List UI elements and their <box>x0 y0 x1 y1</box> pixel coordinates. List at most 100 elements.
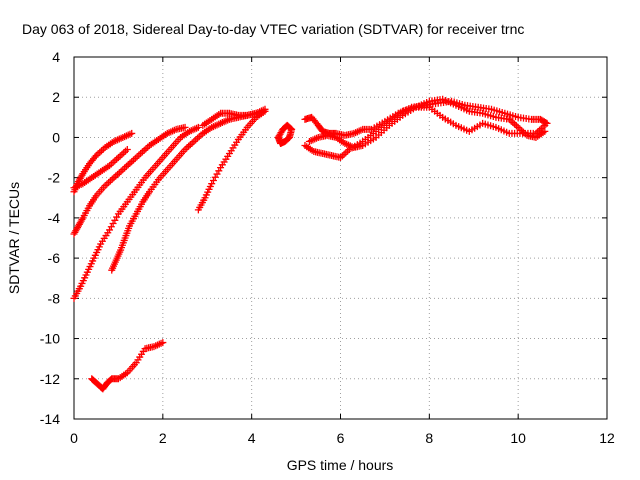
chart-title: Day 063 of 2018, Sidereal Day-to-day VTE… <box>22 21 524 37</box>
data-point <box>91 153 99 161</box>
data-point <box>541 121 549 129</box>
data-point <box>98 147 106 155</box>
data-point <box>123 146 131 154</box>
data-point <box>109 158 117 166</box>
data-point <box>195 133 203 141</box>
x-tick-label: 2 <box>159 430 167 446</box>
data-point <box>114 154 122 162</box>
x-tick-label: 4 <box>248 430 256 446</box>
data-point <box>119 166 127 174</box>
data-point <box>110 174 118 182</box>
data-point <box>115 169 123 177</box>
data-point <box>211 173 219 181</box>
data-point <box>94 150 102 158</box>
data-point <box>185 142 193 150</box>
data-point <box>128 129 136 137</box>
data-point <box>213 170 221 178</box>
data-point <box>261 105 269 113</box>
data-point <box>338 152 346 160</box>
data-point <box>108 175 116 183</box>
data-point <box>512 122 520 130</box>
y-axis-tick-labels: 4 2 0 -2 -4 -6 -8 -10 -12 -14 <box>40 49 60 427</box>
data-point <box>137 150 145 158</box>
data-point <box>142 145 150 153</box>
data-point <box>111 157 119 165</box>
data-point <box>122 162 130 170</box>
data-point <box>126 159 134 167</box>
data-point <box>78 171 86 179</box>
data-point <box>274 133 282 141</box>
y-tick-label: 4 <box>52 49 60 65</box>
data-point <box>193 134 201 142</box>
x-axis-tick-labels: 0 2 4 6 8 10 12 <box>70 430 615 446</box>
series-arc-2 <box>70 146 131 192</box>
data-point <box>122 147 130 155</box>
data-point <box>215 167 223 175</box>
y-tick-label: 2 <box>52 89 60 105</box>
data-point <box>181 123 189 131</box>
data-point <box>128 158 136 166</box>
data-point <box>188 139 196 147</box>
series-arc-12 <box>305 95 549 151</box>
data-point <box>124 161 132 169</box>
axis-ticks <box>73 56 608 420</box>
data-point <box>116 152 124 160</box>
data-point <box>120 149 128 157</box>
y-tick-label: -8 <box>48 290 61 306</box>
data-point <box>118 150 126 158</box>
series-arc-10 <box>301 97 551 139</box>
y-tick-label: -12 <box>40 371 60 387</box>
series-arc-7 <box>199 105 269 129</box>
data-point <box>109 220 117 228</box>
data-point <box>113 213 121 221</box>
series-arc-6 <box>194 107 269 214</box>
data-point <box>131 154 139 162</box>
data-point <box>159 339 167 347</box>
y-tick-label: 0 <box>52 129 60 145</box>
series-arc-9 <box>274 121 296 147</box>
series-arc-3 <box>70 123 189 238</box>
data-point <box>112 172 120 180</box>
data-point <box>113 155 121 163</box>
y-tick-label: -14 <box>40 411 60 427</box>
series-arc-4 <box>70 123 202 302</box>
data-point <box>514 123 522 131</box>
data-point <box>107 223 115 231</box>
data-point <box>106 177 114 185</box>
data-point <box>183 144 191 152</box>
data-point <box>186 141 194 149</box>
data-point <box>105 178 113 186</box>
y-tick-label: -2 <box>48 170 61 186</box>
data-point <box>509 119 517 127</box>
data-point <box>135 151 143 159</box>
x-tick-label: 0 <box>70 430 78 446</box>
series-arc-8 <box>88 339 167 393</box>
y-tick-label: -10 <box>40 331 60 347</box>
y-tick-label: -4 <box>48 210 61 226</box>
data-point <box>117 167 125 175</box>
data-point <box>337 154 344 162</box>
data-point <box>209 176 217 184</box>
x-tick-label: 10 <box>510 430 526 446</box>
data-point <box>511 120 519 128</box>
data-point <box>541 127 549 135</box>
x-axis-label: GPS time / hours <box>287 457 394 473</box>
series-arc-1 <box>70 129 136 196</box>
data-point <box>190 137 198 145</box>
data-points <box>70 95 551 393</box>
x-tick-label: 12 <box>599 430 615 446</box>
data-point <box>130 156 138 164</box>
y-tick-label: -6 <box>48 250 61 266</box>
data-point <box>121 164 129 172</box>
data-point <box>140 146 148 154</box>
data-point <box>519 128 527 136</box>
data-point <box>96 148 104 156</box>
y-axis-label: SDTVAR / TECUs <box>6 182 22 294</box>
data-point <box>114 170 122 178</box>
series-arc-11 <box>301 103 549 162</box>
data-point <box>342 149 350 157</box>
data-point <box>133 153 141 161</box>
data-point <box>103 180 111 188</box>
data-point <box>78 215 86 223</box>
